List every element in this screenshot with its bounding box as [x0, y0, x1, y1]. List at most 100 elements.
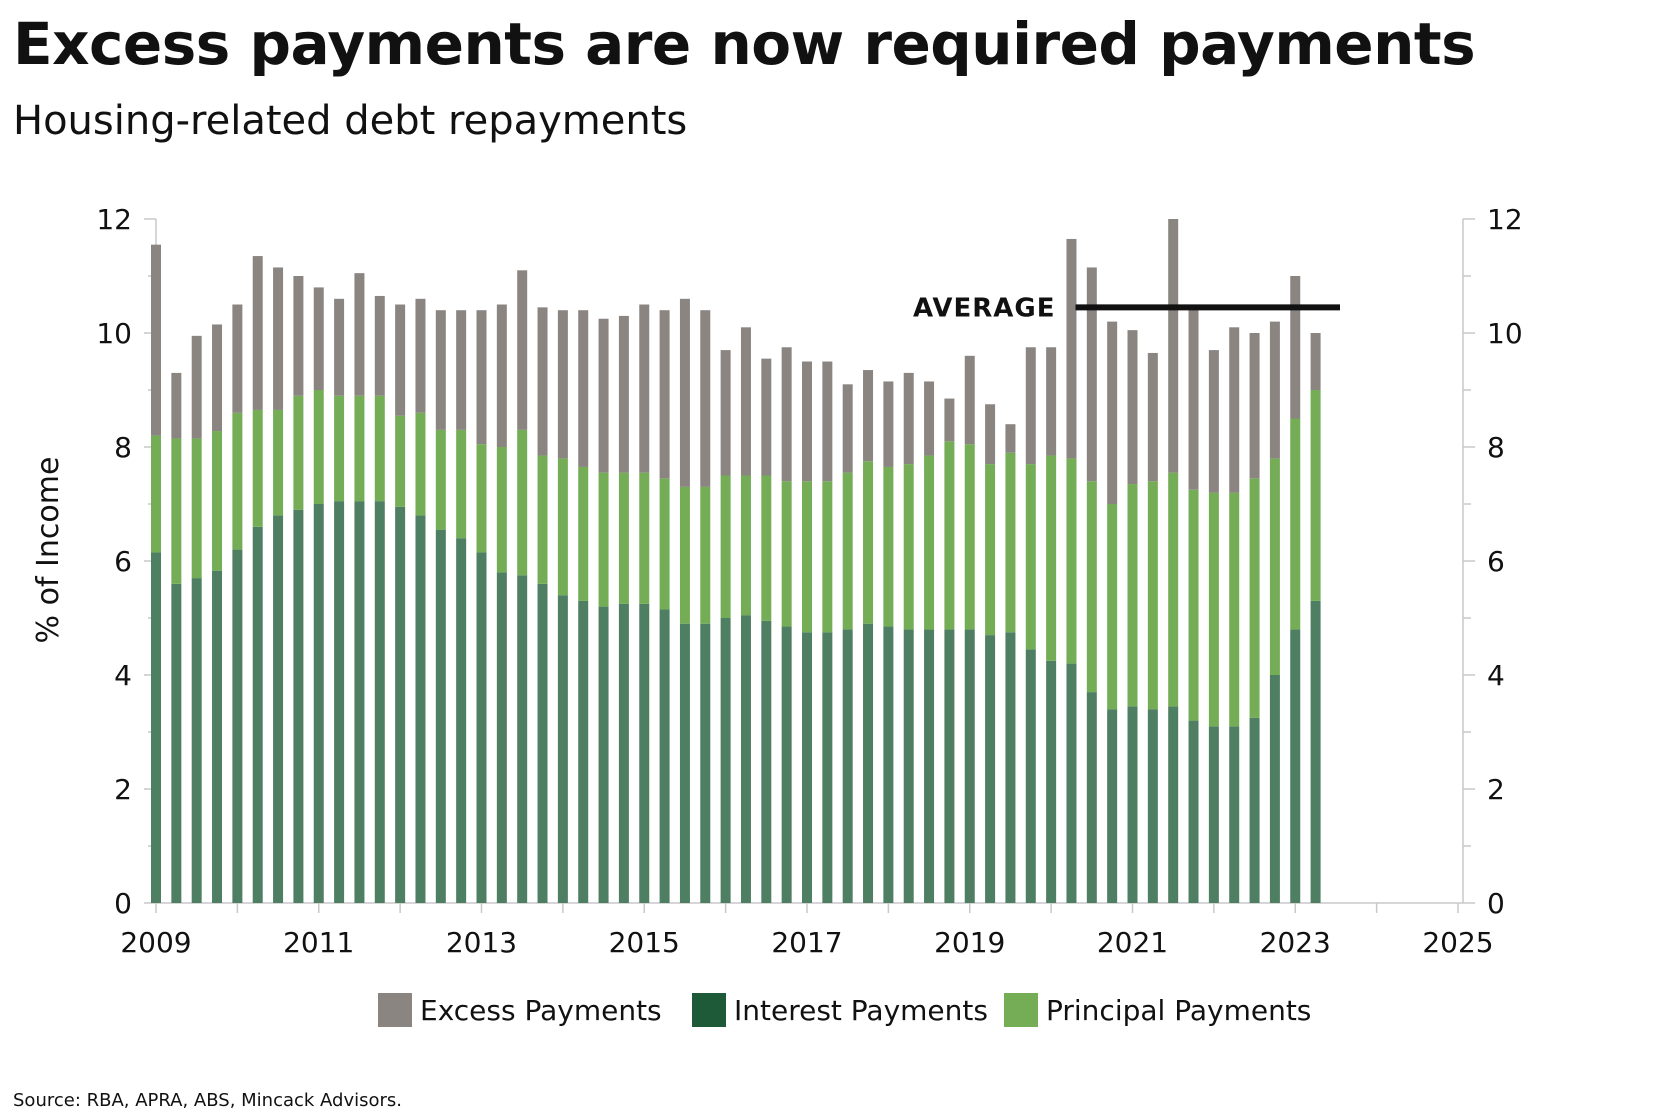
bar-excess — [1107, 321, 1118, 504]
bar-principal — [171, 438, 182, 584]
legend-interest-swatch — [692, 993, 726, 1027]
bar-interest — [802, 632, 812, 903]
bar-excess — [1086, 267, 1097, 482]
bar-excess — [1188, 304, 1199, 490]
bar-principal — [1310, 390, 1321, 601]
bar-principal — [273, 409, 284, 516]
bar-principal — [578, 466, 589, 601]
bar-excess — [903, 372, 914, 465]
bar-interest — [1208, 726, 1219, 903]
bar-principal — [903, 464, 914, 630]
bar-principal — [476, 444, 487, 553]
bar-interest — [740, 615, 751, 903]
bar-excess — [191, 335, 202, 439]
bar-principal — [191, 438, 202, 579]
bar-interest — [354, 501, 365, 903]
bar-excess — [598, 318, 609, 473]
y-tick-label-right: 4 — [1487, 659, 1505, 692]
bar-principal — [232, 412, 243, 550]
bar-excess — [740, 327, 751, 476]
bar-interest — [435, 529, 446, 903]
bar-interest — [639, 603, 650, 903]
bar-excess — [151, 244, 161, 436]
bar-principal — [374, 395, 385, 502]
bar-interest — [476, 552, 487, 903]
y-tick-label-left: 2 — [114, 773, 132, 806]
y-tick-label-left: 4 — [114, 659, 132, 692]
bar-excess — [537, 307, 548, 456]
bar-interest — [1310, 600, 1321, 903]
y-tick-label-right: 6 — [1487, 545, 1505, 578]
y-tick-label-left: 0 — [114, 887, 132, 920]
legend-excess-swatch — [378, 993, 412, 1027]
bar-interest — [1066, 663, 1077, 903]
bar-principal — [1046, 455, 1057, 661]
bar-excess — [863, 370, 874, 462]
bar-interest — [273, 515, 284, 903]
chart-annotations: AVERAGE — [913, 293, 1341, 323]
legend-excess: Excess Payments — [378, 993, 662, 1027]
bar-principal — [1290, 418, 1301, 630]
bar-principal — [761, 475, 772, 621]
bar-principal — [1269, 458, 1280, 675]
bar-excess — [1127, 330, 1138, 485]
bar-interest — [232, 549, 243, 903]
bar-principal — [313, 390, 324, 504]
bar-excess — [842, 384, 853, 473]
bar-interest — [944, 629, 955, 903]
bar-excess — [1168, 219, 1179, 473]
bar-principal — [334, 395, 345, 502]
bar-excess — [802, 361, 812, 482]
bar-excess — [1046, 347, 1057, 456]
x-tick-label: 2017 — [771, 926, 842, 959]
bar-principal — [985, 464, 996, 636]
bar-interest — [659, 609, 670, 903]
bar-excess — [618, 315, 629, 473]
bar-interest — [700, 623, 711, 903]
bar-principal — [354, 395, 365, 502]
bar-excess — [334, 298, 345, 396]
bar-excess — [212, 324, 223, 432]
bar-principal — [720, 475, 731, 618]
bar-principal — [1188, 489, 1199, 721]
bar-principal — [212, 431, 223, 571]
bar-interest — [496, 572, 507, 903]
bar-interest — [1290, 629, 1301, 903]
bar-principal — [395, 415, 406, 507]
bar-excess — [374, 295, 385, 396]
bar-principal — [1168, 472, 1179, 707]
bar-excess — [456, 310, 467, 430]
legend-excess-label: Excess Payments — [420, 994, 662, 1027]
y-axis-title: % of Income — [31, 457, 66, 644]
bar-interest — [1168, 706, 1179, 903]
legend-principal-label: Principal Payments — [1046, 994, 1311, 1027]
bar-interest — [151, 552, 161, 903]
chart-legend: Excess Payments Interest Payments Principa… — [378, 993, 1311, 1027]
bar-principal — [1147, 481, 1158, 710]
bar-interest — [537, 583, 548, 903]
bar-excess — [1147, 352, 1158, 482]
bar-principal — [151, 435, 161, 553]
bar-excess — [1208, 350, 1219, 493]
bar-principal — [802, 481, 812, 633]
bar-excess — [700, 310, 711, 487]
chart-axes: 0 0 2 2 4 4 6 6 8 8 10 10 12 12 2009 2011 2013 2015 2017 20… — [31, 203, 1523, 959]
bar-interest — [374, 501, 385, 903]
bar-interest — [1249, 717, 1260, 903]
y-tick-label-left: 6 — [114, 545, 132, 578]
bar-excess — [415, 298, 426, 413]
x-tick-label: 2015 — [609, 926, 680, 959]
bar-principal — [924, 455, 935, 630]
chart-subtitle: Housing-related debt repayments — [13, 98, 688, 144]
bar-excess — [517, 270, 528, 430]
bar-interest — [1107, 709, 1118, 903]
bar-interest — [456, 538, 467, 903]
bar-excess — [1025, 347, 1036, 465]
y-tick-label-right: 12 — [1487, 203, 1523, 236]
bar-principal — [1025, 464, 1036, 650]
bar-principal — [944, 441, 955, 630]
legend-principal-swatch — [1004, 993, 1038, 1027]
bar-principal — [598, 472, 609, 607]
bar-principal — [740, 475, 751, 616]
bar-interest — [313, 504, 324, 903]
